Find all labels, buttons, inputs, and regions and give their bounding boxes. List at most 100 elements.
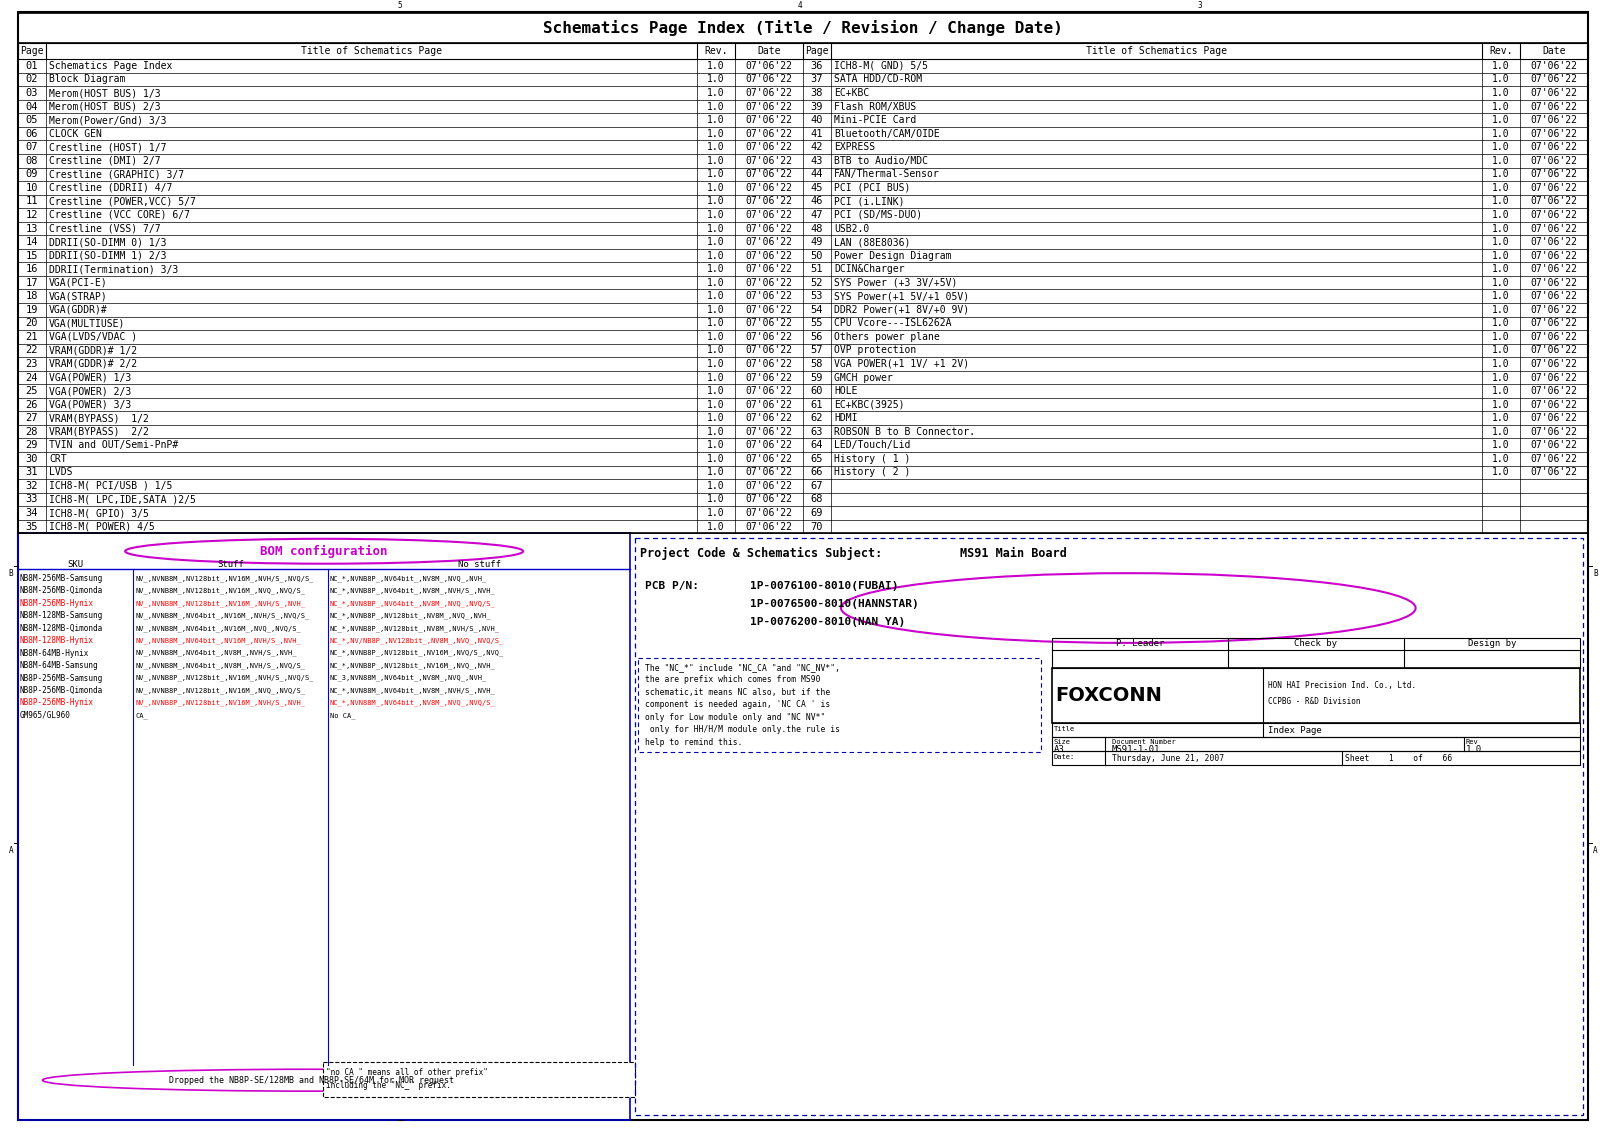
Text: 1.0: 1.0 bbox=[707, 197, 725, 207]
Text: Project Code & Schematics Subject:: Project Code & Schematics Subject: bbox=[640, 546, 883, 560]
Text: LVDS: LVDS bbox=[50, 467, 72, 477]
Text: VGA(STRAP): VGA(STRAP) bbox=[50, 292, 107, 301]
Text: SKU: SKU bbox=[67, 560, 83, 569]
Text: VGA(POWER) 1/3: VGA(POWER) 1/3 bbox=[50, 372, 131, 382]
Text: BOM configuration: BOM configuration bbox=[261, 545, 387, 558]
Text: Power Design Diagram: Power Design Diagram bbox=[834, 251, 952, 260]
Text: 1.0: 1.0 bbox=[1493, 467, 1510, 477]
Bar bbox=[18, 14, 1587, 43]
Text: NV_,NVNB8M_,NV64bit_,NV16M_,NVQ_,NVQ/S_: NV_,NVNB8M_,NV64bit_,NV16M_,NVQ_,NVQ/S_ bbox=[134, 625, 301, 631]
Text: 07'06'22: 07'06'22 bbox=[746, 494, 792, 504]
Text: 07'06'22: 07'06'22 bbox=[746, 75, 792, 85]
Text: 07'06'22: 07'06'22 bbox=[1531, 197, 1578, 207]
Text: 1.0: 1.0 bbox=[1493, 372, 1510, 382]
Text: 07'06'22: 07'06'22 bbox=[746, 521, 792, 532]
Text: 1.0: 1.0 bbox=[707, 508, 725, 518]
Text: 34: 34 bbox=[26, 508, 38, 518]
Text: 1.0: 1.0 bbox=[1493, 251, 1510, 260]
Text: 07'06'22: 07'06'22 bbox=[1531, 102, 1578, 112]
Text: ROBSON B to B Connector.: ROBSON B to B Connector. bbox=[834, 426, 974, 437]
Text: 1.0: 1.0 bbox=[707, 265, 725, 274]
Text: including the "NC_" prefix.: including the "NC_" prefix. bbox=[326, 1081, 451, 1090]
Text: 11: 11 bbox=[26, 197, 38, 207]
Text: 56: 56 bbox=[811, 331, 824, 342]
Text: 1.0: 1.0 bbox=[1493, 197, 1510, 207]
Bar bbox=[18, 534, 630, 1120]
Text: 1.0: 1.0 bbox=[1493, 183, 1510, 193]
Text: NB8M-256MB-Hynix: NB8M-256MB-Hynix bbox=[19, 598, 94, 607]
Text: Page: Page bbox=[805, 46, 829, 57]
Text: 22: 22 bbox=[26, 345, 38, 355]
Text: Date:: Date: bbox=[1054, 754, 1075, 760]
Text: NC_*,NVNB8P_,NV128bit_,NV8M_,NVQ_,NVH_: NC_*,NVNB8P_,NV128bit_,NV8M_,NVQ_,NVH_ bbox=[330, 612, 491, 619]
Text: Others power plane: Others power plane bbox=[834, 331, 939, 342]
Text: 18: 18 bbox=[26, 292, 38, 301]
Text: Rev: Rev bbox=[1466, 739, 1478, 744]
Text: SYS Power (+3 3V/+5V): SYS Power (+3 3V/+5V) bbox=[834, 278, 957, 287]
Text: 19: 19 bbox=[26, 304, 38, 314]
Text: VRAM(BYPASS)  1/2: VRAM(BYPASS) 1/2 bbox=[50, 413, 149, 423]
Text: schematic,it means NC also, but if the: schematic,it means NC also, but if the bbox=[645, 688, 830, 697]
Text: Date: Date bbox=[1542, 46, 1566, 57]
Text: 48: 48 bbox=[811, 224, 824, 233]
Text: 1.0: 1.0 bbox=[707, 494, 725, 504]
Text: HDMI: HDMI bbox=[834, 413, 858, 423]
Text: NC_*,NVNB8P_,NV128bit_,NV16M_,NVQ/S_,NVQ_: NC_*,NVNB8P_,NV128bit_,NV16M_,NVQ/S_,NVQ… bbox=[330, 650, 504, 656]
Text: 07'06'22: 07'06'22 bbox=[1531, 440, 1578, 450]
Text: 1.0: 1.0 bbox=[1493, 292, 1510, 301]
Text: 57: 57 bbox=[811, 345, 824, 355]
Bar bbox=[638, 658, 1040, 752]
Text: 4: 4 bbox=[798, 1, 802, 10]
Ellipse shape bbox=[43, 1069, 581, 1091]
Text: 07'06'22: 07'06'22 bbox=[1531, 224, 1578, 233]
Text: component is needed again, 'NC CA ' is: component is needed again, 'NC CA ' is bbox=[645, 700, 830, 709]
Text: 49: 49 bbox=[811, 238, 824, 247]
Text: OVP protection: OVP protection bbox=[834, 345, 917, 355]
Text: 1.0: 1.0 bbox=[707, 170, 725, 180]
Text: P. Leader: P. Leader bbox=[1115, 639, 1163, 648]
Text: History ( 2 ): History ( 2 ) bbox=[834, 467, 910, 477]
Text: 33: 33 bbox=[26, 494, 38, 504]
Text: 1P-0076100-8010(FUBAI): 1P-0076100-8010(FUBAI) bbox=[750, 581, 899, 592]
Text: 23: 23 bbox=[26, 359, 38, 369]
Text: 07'06'22: 07'06'22 bbox=[1531, 426, 1578, 437]
Bar bbox=[635, 538, 1582, 1115]
Text: NC_*,NVNB8P_,NV64bit_,NV8M_,NVH/S_,NVH_: NC_*,NVNB8P_,NV64bit_,NV8M_,NVH/S_,NVH_ bbox=[330, 587, 496, 594]
Text: 07'06'22: 07'06'22 bbox=[1531, 399, 1578, 409]
Text: 07'06'22: 07'06'22 bbox=[1531, 183, 1578, 193]
Text: 1.0: 1.0 bbox=[707, 251, 725, 260]
Text: 07'06'22: 07'06'22 bbox=[1531, 265, 1578, 274]
Text: CPU Vcore---ISL6262A: CPU Vcore---ISL6262A bbox=[834, 318, 952, 328]
Text: Title: Title bbox=[1054, 726, 1075, 732]
Text: NB8M-128MB-Hynix: NB8M-128MB-Hynix bbox=[19, 636, 94, 645]
Text: 1.0: 1.0 bbox=[1493, 102, 1510, 112]
Text: only for Low module only and "NC NV*": only for Low module only and "NC NV*" bbox=[645, 713, 826, 722]
Text: 1P-0076200-8010(NAN YA): 1P-0076200-8010(NAN YA) bbox=[750, 618, 906, 627]
Text: 1.0: 1.0 bbox=[1493, 238, 1510, 247]
Text: help to remind this.: help to remind this. bbox=[645, 737, 742, 746]
Text: 07'06'22: 07'06'22 bbox=[1531, 345, 1578, 355]
Text: Index Page: Index Page bbox=[1269, 726, 1322, 734]
Text: 14: 14 bbox=[26, 238, 38, 247]
Text: 1.0: 1.0 bbox=[707, 278, 725, 287]
Text: B: B bbox=[8, 569, 13, 578]
Text: 1.0: 1.0 bbox=[707, 61, 725, 71]
Text: PCI (i.LINK): PCI (i.LINK) bbox=[834, 197, 904, 207]
Text: 07'06'22: 07'06'22 bbox=[746, 143, 792, 153]
Text: 07'06'22: 07'06'22 bbox=[1531, 75, 1578, 85]
Text: 07'06'22: 07'06'22 bbox=[1531, 210, 1578, 219]
Text: NV_,NVNB8P_,NV128bit_,NV16M_,NVH/S_,NVQ/S_: NV_,NVNB8P_,NV128bit_,NV16M_,NVH/S_,NVQ/… bbox=[134, 675, 314, 681]
Text: NB8M-256MB-Samsung: NB8M-256MB-Samsung bbox=[19, 573, 104, 582]
Text: 07'06'22: 07'06'22 bbox=[746, 426, 792, 437]
Text: 1.0: 1.0 bbox=[1493, 224, 1510, 233]
Text: 1.0: 1.0 bbox=[1493, 210, 1510, 219]
Text: FOXCONN: FOXCONN bbox=[1056, 685, 1163, 705]
Text: 38: 38 bbox=[811, 88, 824, 98]
Text: Title of Schematics Page: Title of Schematics Page bbox=[301, 46, 442, 57]
Text: EC+KBC: EC+KBC bbox=[834, 88, 869, 98]
Text: 08: 08 bbox=[26, 156, 38, 166]
Text: 1.0: 1.0 bbox=[707, 440, 725, 450]
Text: 1.0: 1.0 bbox=[1466, 744, 1482, 753]
Text: VGA(PCI-E): VGA(PCI-E) bbox=[50, 278, 107, 287]
Text: 1.0: 1.0 bbox=[1493, 440, 1510, 450]
